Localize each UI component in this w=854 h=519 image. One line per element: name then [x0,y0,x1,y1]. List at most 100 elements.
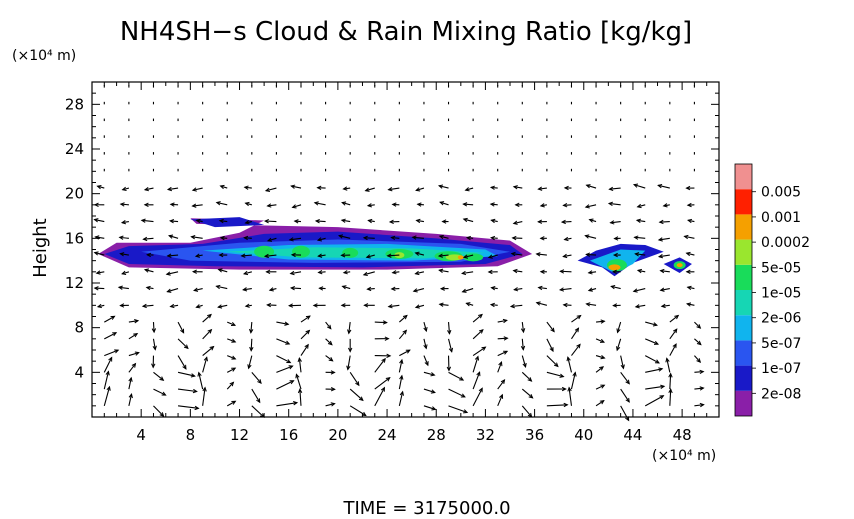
colorbar: 2e-08 1e-07 5e-07 2e-06 1e-05 5e-05 0.0002 0.00… [734,163,810,417]
wind-vector-head [382,320,388,325]
wind-vector [104,315,115,323]
wind-vector [325,321,332,330]
wind-vector [659,221,670,223]
y-tick-label: 20 [65,185,84,203]
wind-vector-head [318,286,324,291]
wind-vector [463,254,474,258]
wind-vector [669,373,672,390]
wind-vector [497,361,503,373]
wind-vector-head [194,405,200,411]
wind-vector-head [316,237,323,242]
wind-vector-head [386,253,392,258]
wind-vector [295,374,302,390]
wind-vector [694,404,704,407]
wind-vector [423,355,429,366]
wind-vector-head [229,381,235,387]
wind-vector [167,254,179,257]
wind-vector [423,321,427,332]
wind-vector [144,269,154,273]
wind-vector-head [387,304,393,309]
wind-vector-head [390,235,396,241]
wind-vector-head [512,268,518,274]
wind-vector-head [340,253,346,258]
wind-vector [466,302,474,306]
wind-vector-head [134,319,140,324]
wind-vector [617,321,622,333]
colorbar-swatch [735,290,752,316]
wind-vector [472,371,481,390]
wind-vector-head [317,270,323,275]
wind-vector [497,379,505,390]
wind-vector [661,304,670,307]
wind-vector [546,404,568,407]
wind-vector-head [151,328,157,334]
wind-vector-head [340,218,346,223]
wind-vector [620,388,630,403]
wind-vector [121,221,129,224]
wind-vector-head [231,367,237,372]
wind-vector-head [243,185,249,190]
wind-vector [633,184,646,189]
wind-vector [538,286,547,290]
wind-vector [462,288,474,293]
wind-vector-head [668,372,673,378]
wind-vector-head [293,219,299,224]
wind-vector [177,388,197,393]
wind-vector-head [607,201,613,207]
wind-vector-head [528,393,534,399]
wind-vector [538,187,547,190]
wind-vector [694,355,701,363]
wind-vector-head [399,358,404,364]
wind-vector [585,235,597,239]
wind-vector [152,322,155,333]
wind-vector-head [512,185,518,190]
wind-vector-head [286,359,292,364]
wind-vector [514,288,523,291]
wind-vector-head [537,219,543,224]
wind-vector [198,372,204,390]
wind-vector-head [476,371,481,377]
chart-title: NH4SH−s Cloud & Rain Mixing Ratio [kg/kg… [120,17,692,47]
wind-vector [413,288,425,292]
wind-vector-head [441,219,447,224]
wind-vector [96,271,105,274]
wind-vector [153,371,164,381]
wind-vector-head [247,364,252,370]
wind-vector [300,330,310,340]
wind-vector-head [134,351,140,356]
wind-vector-head [183,344,189,350]
colorbar-swatch [735,239,752,265]
wind-vector [103,357,113,373]
wind-vector [521,338,524,350]
wind-vector-head [431,406,437,411]
wind-vector [536,302,548,306]
wind-vector [564,237,572,241]
wind-vector-head [610,285,616,290]
wind-vector [341,219,351,223]
wind-vector-head [364,187,370,192]
colorbar-label: 1e-07 [761,361,801,377]
wind-vector-head [190,235,196,240]
wind-vector [226,400,236,407]
wind-vector [104,332,117,340]
wind-vector-head [217,304,223,309]
wind-vector-head [180,328,185,334]
wind-vector-head [414,251,420,256]
wind-vector [513,186,523,189]
wind-vector [366,254,375,258]
wind-vector-head [231,400,237,405]
wind-vector [423,388,436,394]
wind-vector-head [119,252,125,257]
wind-vector-head [217,268,223,273]
wind-vector-head [668,388,673,394]
wind-vector [226,381,234,390]
wind-vector [439,303,449,306]
wind-vector-head [539,236,545,241]
wind-vector-head [243,235,249,241]
wind-vector-head [423,344,428,350]
wind-vector-head [190,373,196,378]
wind-vector [586,184,597,189]
wind-vector [391,236,400,239]
wind-vector [686,252,695,256]
wind-vector-head [112,332,118,337]
